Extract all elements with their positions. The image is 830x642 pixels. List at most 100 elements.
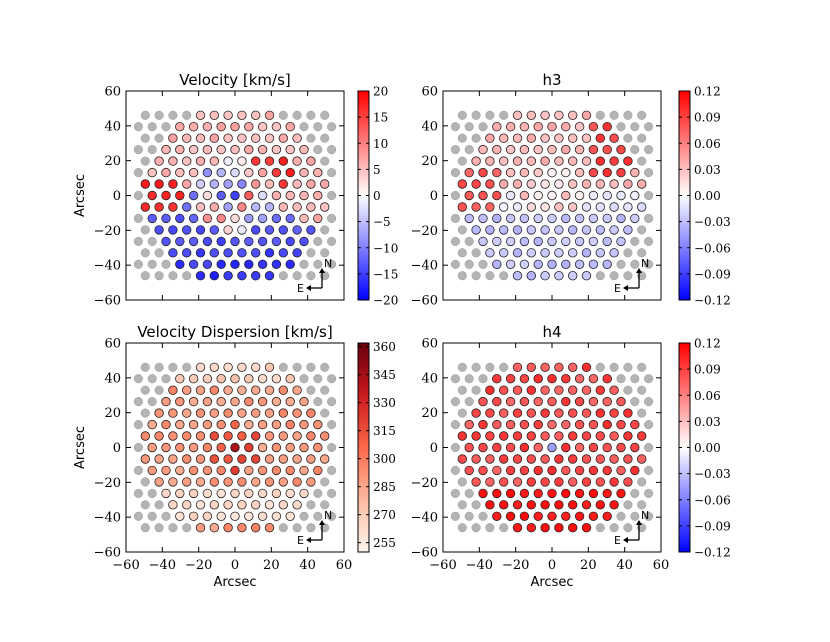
fiber (609, 431, 619, 441)
fiber (512, 362, 523, 373)
fiber (285, 465, 295, 476)
fiber (485, 202, 495, 212)
sky-fiber (133, 442, 143, 453)
fiber (181, 248, 192, 258)
fiber (561, 213, 571, 224)
sky-fiber (450, 259, 460, 269)
fiber (630, 419, 640, 430)
fiber (533, 465, 543, 476)
fiber (533, 374, 543, 384)
fiber (154, 408, 164, 418)
fiber (547, 236, 557, 247)
fiber (320, 454, 330, 464)
fiber (478, 488, 488, 499)
fiber (609, 477, 619, 487)
fiber (519, 396, 530, 407)
sky-fiber (140, 500, 150, 510)
sky-fiber (450, 190, 460, 201)
fiber (257, 144, 268, 155)
fiber (292, 225, 302, 235)
fiber (181, 477, 192, 487)
compass: NE (614, 509, 649, 547)
fiber (561, 511, 571, 522)
x-axis-label: Arcsec (530, 575, 573, 590)
fiber (154, 179, 164, 189)
fiber (188, 442, 199, 453)
fiber-map (450, 362, 654, 533)
fiber (271, 465, 282, 476)
fiber (581, 477, 592, 487)
fiber (554, 385, 564, 395)
fiber (526, 248, 537, 258)
fiber (595, 225, 606, 235)
fiber (602, 442, 612, 453)
y-tick-label: 60 (421, 85, 438, 100)
sky-fiber (327, 236, 337, 246)
fiber (175, 236, 185, 247)
fiber (230, 121, 240, 132)
fiber (168, 500, 178, 510)
fiber (505, 259, 516, 270)
compass-north-label: N (324, 509, 332, 522)
fiber (547, 190, 557, 201)
fiber (561, 374, 571, 384)
fiber (526, 133, 537, 143)
fiber (519, 121, 530, 132)
fiber (464, 442, 474, 453)
fiber (471, 179, 481, 189)
sky-fiber (499, 362, 509, 372)
fiber (181, 431, 192, 441)
x-tick-label: 60 (653, 558, 670, 573)
fiber (202, 419, 213, 430)
fiber (306, 179, 316, 189)
sky-fiber (313, 259, 323, 269)
fiber (554, 500, 564, 510)
fiber (616, 488, 626, 499)
fiber (320, 431, 330, 441)
fiber (533, 167, 543, 178)
sky-fiber (168, 523, 178, 533)
fiber (519, 511, 530, 522)
sky-fiber (133, 465, 143, 475)
fiber (561, 488, 571, 499)
fiber (285, 236, 295, 247)
sky-fiber (485, 110, 495, 120)
fiber (512, 271, 523, 281)
fiber (223, 225, 233, 235)
sky-fiber (147, 145, 157, 155)
fiber (637, 431, 647, 441)
fiber (609, 248, 619, 258)
fiber (181, 133, 192, 143)
sky-fiber (292, 362, 302, 372)
fiber (244, 144, 254, 155)
fiber (623, 225, 633, 235)
x-tick-label: −20 (502, 558, 529, 573)
sky-fiber (471, 500, 481, 510)
fiber (175, 213, 185, 224)
chart-title: Velocity Dispersion [km/s] (137, 323, 332, 341)
fiber (540, 523, 550, 533)
fiber (202, 213, 213, 224)
fiber (574, 213, 585, 224)
fiber (299, 488, 309, 499)
sky-fiber (644, 442, 654, 453)
fiber (175, 488, 185, 499)
fiber (244, 374, 254, 384)
fiber (188, 236, 199, 247)
colorbar-tick-label: 345 (373, 368, 396, 382)
y-tick-label: −40 (94, 259, 121, 274)
y-axis-label: Arcsec (73, 174, 88, 217)
fiber (568, 362, 578, 373)
fiber (278, 385, 289, 395)
fiber (202, 121, 213, 132)
sky-fiber (278, 110, 288, 120)
y-tick-label: 0 (113, 441, 121, 456)
fiber (223, 500, 233, 510)
fiber (209, 271, 220, 281)
sky-fiber (313, 236, 323, 246)
fiber (533, 488, 543, 499)
sky-fiber (616, 259, 626, 269)
fiber (602, 465, 612, 476)
fiber (568, 454, 578, 464)
